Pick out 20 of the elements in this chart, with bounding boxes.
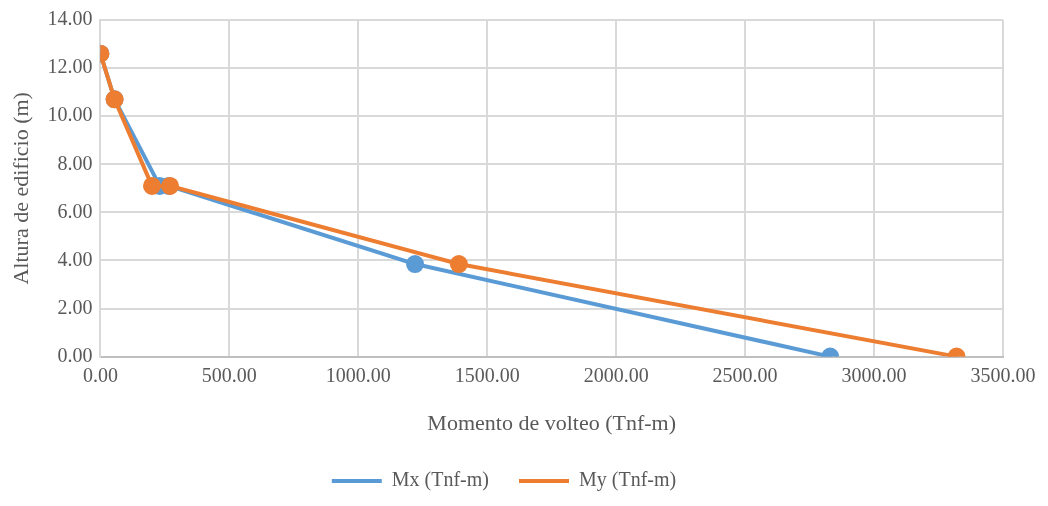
y-tick-label: 14.00 (47, 7, 93, 30)
y-axis-title: Altura de edificio (m) (7, 92, 33, 285)
legend-label: My (Tnf-m) (579, 468, 677, 492)
x-tick-label: 2000.00 (583, 363, 649, 386)
y-tick-label: 12.00 (47, 55, 93, 78)
x-tick-label: 3500.00 (970, 363, 1036, 386)
y-tick-label: 10.00 (47, 103, 93, 126)
y-tick-label: 6.00 (57, 199, 93, 222)
x-tick-label: 500.00 (201, 363, 257, 386)
x-axis-title: Momento de volteo (Tnf-m) (427, 409, 677, 435)
x-tick-label: 3000.00 (841, 363, 907, 386)
y-tick-label: 4.00 (57, 247, 93, 270)
y-tick-label: 0.00 (57, 343, 93, 366)
y-tick-label: 2.00 (57, 295, 93, 318)
x-tick-label: 1500.00 (454, 363, 520, 386)
x-tick-label: 0.00 (82, 363, 118, 386)
x-tick-label: 1000.00 (325, 363, 391, 386)
legend-label: Mx (Tnf-m) (391, 468, 490, 492)
y-tick-label: 8.00 (57, 151, 93, 174)
x-tick-label: 2500.00 (712, 363, 778, 386)
